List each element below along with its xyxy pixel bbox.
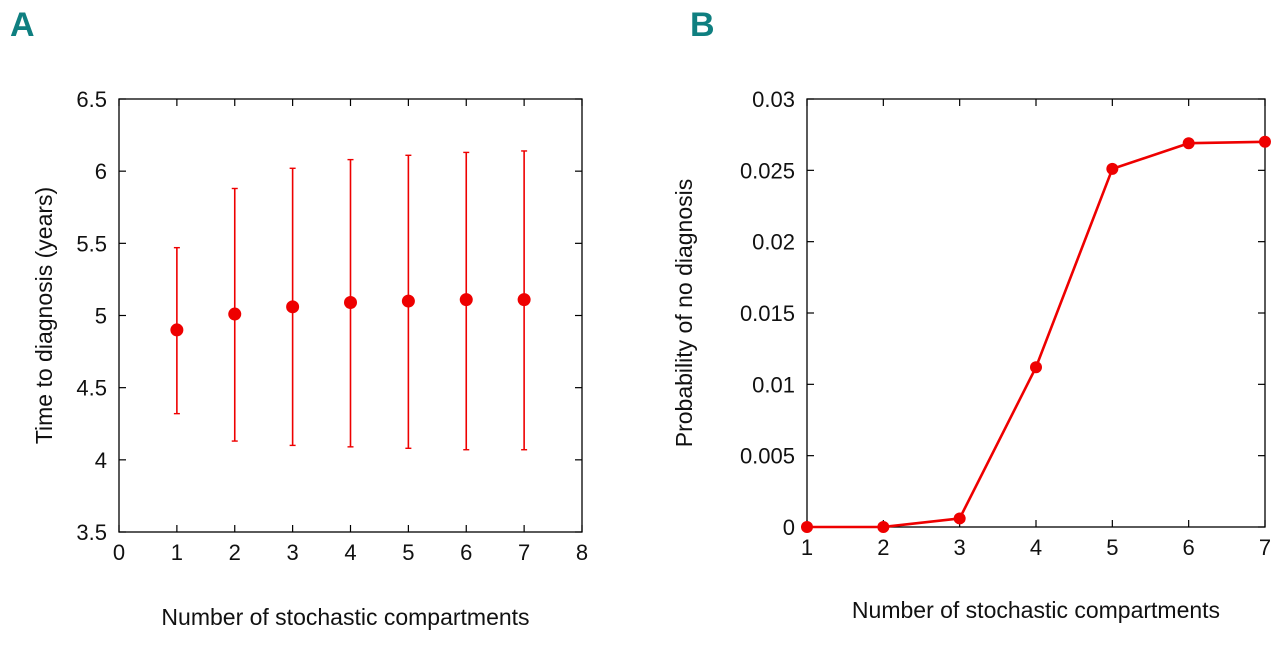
x-axis-title-a: Number of stochastic compartments (161, 604, 529, 630)
x-tick-label-b: 2 (877, 535, 889, 560)
data-point (877, 521, 890, 533)
data-point (459, 293, 473, 307)
y-tick-label-a: 4 (95, 448, 107, 473)
x-tick-label-b: 6 (1183, 535, 1195, 560)
y-tick-label-b: 0.005 (740, 444, 795, 469)
y-tick-label-a: 6 (95, 159, 107, 184)
x-tick-label-a: 5 (402, 540, 414, 565)
x-tick-label-a: 1 (171, 540, 183, 565)
data-point (801, 521, 813, 533)
y-tick-label-a: 5 (95, 304, 107, 329)
x-tick-label-a: 7 (518, 540, 530, 565)
x-tick-label-a: 0 (113, 540, 125, 565)
x-tick-label-b: 4 (1030, 535, 1042, 560)
y-tick-label-b: 0.015 (740, 301, 795, 326)
chart-b: 1 2 3 4 5 6 7 0 0.005 0.01 0.015 0.02 0.025 0.03 Numbe… (671, 87, 1271, 623)
x-tick-label-a: 8 (576, 540, 588, 565)
x-tick-label-a: 2 (229, 540, 241, 565)
data-point (401, 294, 415, 308)
data-point (228, 307, 242, 321)
x-tick-label-b: 3 (954, 535, 966, 560)
panel-a-label: A (10, 6, 35, 44)
plot-frame-b (806, 98, 1266, 528)
x-tick-label-a: 3 (287, 540, 299, 565)
y-tick-label-a: 4.5 (76, 376, 107, 401)
y-axis-title-b: Probability of no diagnosis (671, 179, 697, 448)
data-point (344, 296, 357, 310)
y-tick-label-b: 0.02 (752, 230, 795, 255)
x-axis-title-b: Number of stochastic compartments (852, 597, 1220, 623)
x-tick-label-b: 5 (1106, 535, 1118, 560)
y-tick-label-a: 6.5 (76, 87, 107, 112)
x-tick-label-b: 7 (1259, 535, 1271, 560)
data-point (286, 300, 300, 314)
y-tick-label-a: 5.5 (76, 231, 107, 256)
y-tick-label-b: 0 (783, 515, 795, 540)
y-axis-title-a: Time to diagnosis (years) (31, 187, 57, 444)
y-tick-label-b: 0.01 (752, 372, 795, 397)
data-point (1182, 137, 1195, 150)
x-tick-label-b: 1 (801, 535, 813, 560)
series-line (807, 140, 1266, 529)
x-tick-label-a: 6 (460, 540, 472, 565)
data-point (1106, 162, 1119, 175)
data-point (953, 512, 966, 525)
x-tick-label-a: 4 (344, 540, 356, 565)
y-tick-label-b: 0.025 (740, 158, 795, 183)
data-point (170, 323, 184, 337)
y-tick-label-a: 3.5 (76, 520, 107, 545)
y-tick-label-b: 0.03 (752, 87, 795, 112)
data-point (517, 293, 531, 307)
chart-a: 0 1 2 3 4 5 6 7 8 3.5 4 4.5 5 5.5 6 6.5 Number of stocha… (31, 87, 588, 630)
panel-b-label: B (690, 6, 715, 44)
data-point (1030, 361, 1042, 374)
data-point (1259, 135, 1271, 148)
